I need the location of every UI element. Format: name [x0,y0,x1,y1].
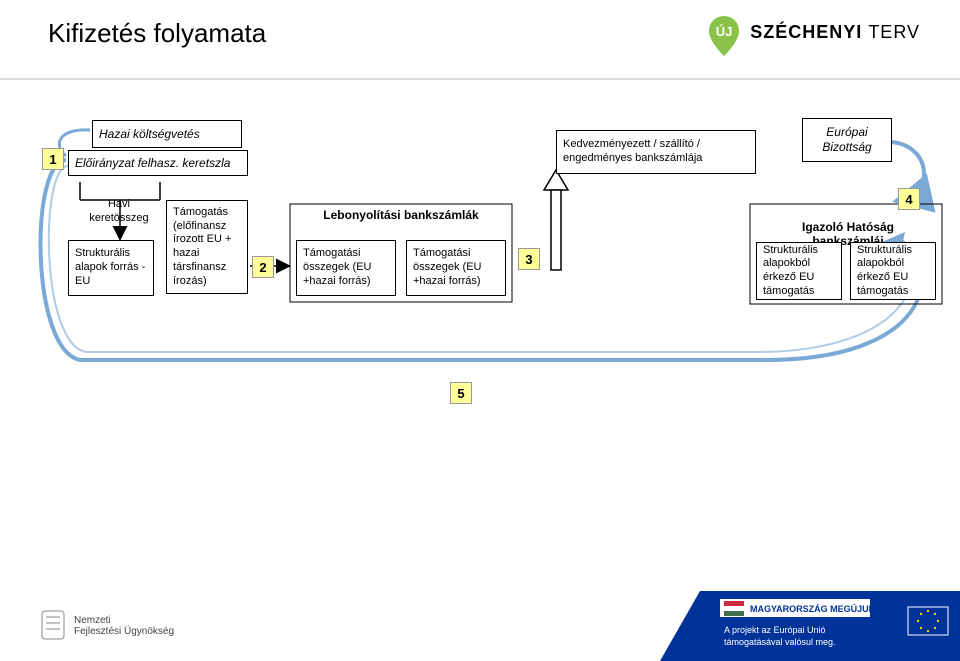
footer-left-text: Nemzeti Fejlesztési Ügynökség [74,615,174,637]
box-eubiz-text: Európai Bizottság [822,125,871,155]
num-2: 2 [252,256,274,278]
box-tam2-text: Támogatási összegek (EU +hazai forrás) [413,247,499,288]
brand-word2: TERV [868,22,920,42]
crest-icon [40,609,66,643]
num-3-label: 3 [525,252,532,267]
box-hazai-text: Hazai költségvetés [99,127,235,142]
footer-left-line2: Fejlesztési Ügynökség [74,626,174,637]
box-tam2: Támogatási összegek (EU +hazai forrás) [406,240,506,296]
num-5-label: 5 [457,386,464,401]
box-hazai: Hazai költségvetés [92,120,242,148]
ribbon-sub1: A projekt az Európai Unió [724,625,826,635]
box-strukt-text: Strukturális alapok forrás - EU [75,247,147,288]
box-ihat1: Strukturális alapokból érkező EU támogat… [756,242,842,300]
box-eubiz: Európai Bizottság [802,118,892,162]
box-ihat1-text: Strukturális alapokból érkező EU támogat… [763,244,835,299]
diagram: Hazai költségvetés Előirányzat felhasz. … [0,100,960,460]
box-tam1-text: Támogatási összegek (EU +hazai forrás) [303,247,389,288]
num-5: 5 [450,382,472,404]
box-tamog: Támogatás (előfinansz írozott EU + hazai… [166,200,248,294]
arrow-3-body [551,190,561,270]
num-4: 4 [898,188,920,210]
num-1-label: 1 [49,152,56,167]
brand-uj: ÚJ [716,24,733,39]
num-1: 1 [42,148,64,170]
footer-left: Nemzeti Fejlesztési Ügynökség [40,609,174,643]
box-felhasz-text: Előirányzat felhasz. keretszla [75,156,241,171]
num-2-label: 2 [259,260,266,275]
title-divider [0,78,960,80]
brand-word1: SZÉCHENYI [750,22,862,42]
box-felhasz: Előirányzat felhasz. keretszla [68,150,248,176]
box-ihat2-text: Strukturális alapokból érkező EU támogat… [857,244,929,299]
page: Kifizetés folyamata ÚJ SZÉCHENYI TERV [0,0,960,661]
ribbon-title: MAGYARORSZÁG MEGÚJUL [750,603,875,614]
brand-logo: ÚJ SZÉCHENYI TERV [706,14,920,50]
label-lebony: Lebonyolítási bankszámlák [296,208,506,222]
ribbon-sub2: támogatásával valósul meg. [724,637,836,647]
box-strukt: Strukturális alapok forrás - EU [68,240,154,296]
num-3: 3 [518,248,540,270]
box-ihat2: Strukturális alapokból érkező EU támogat… [850,242,936,300]
box-tamog-text: Támogatás (előfinansz írozott EU + hazai… [173,206,241,289]
footer-ribbon: MAGYARORSZÁG MEGÚJUL A projekt az Európa… [660,571,960,661]
footer-left-line1: Nemzeti [74,615,174,626]
footer: Nemzeti Fejlesztési Ügynökség MAGYARORSZ… [0,571,960,661]
box-kedv: Kedvezményezett / szállító / engedményes… [556,130,756,174]
num-4-label: 4 [905,192,912,207]
brand-text: SZÉCHENYI TERV [750,22,920,43]
brand-pin-icon: ÚJ [706,14,742,50]
label-lebony-text: Lebonyolítási bankszámlák [323,208,478,222]
box-kedv-text: Kedvezményezett / szállító / engedményes… [563,138,749,166]
page-title: Kifizetés folyamata [48,18,266,49]
box-havi: Havi keretösszeg [76,192,162,232]
box-tam1: Támogatási összegek (EU +hazai forrás) [296,240,396,296]
box-havi-text: Havi keretösszeg [89,198,148,226]
